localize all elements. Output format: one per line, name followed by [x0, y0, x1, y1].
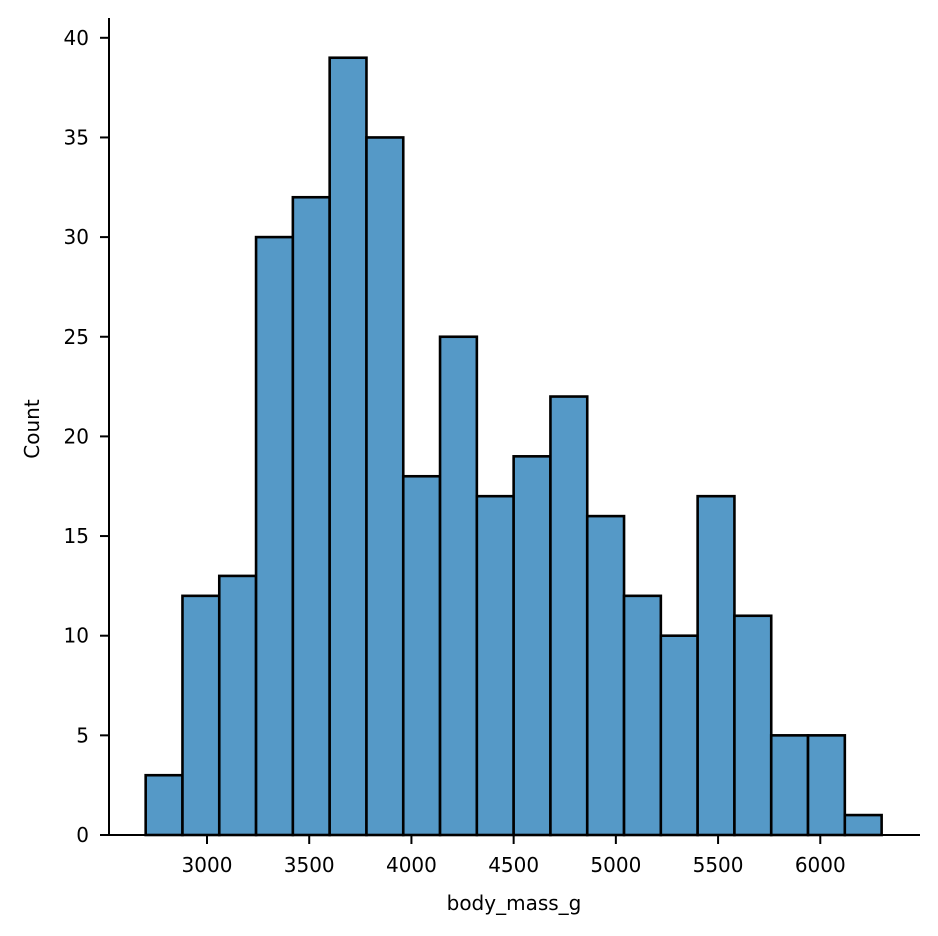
- x-axis-ticks: 3000 3500 4000 4500 5000 5500 6000: [182, 835, 846, 877]
- histogram-bar: [585, 514, 626, 837]
- histogram-bar: [438, 335, 479, 837]
- histogram-bar: [181, 594, 221, 837]
- histogram-bar: [475, 494, 515, 837]
- histogram-bar: [254, 235, 295, 837]
- histogram-bar: [622, 594, 663, 837]
- histogram-bar: [696, 494, 736, 837]
- y-tick-label: 35: [64, 125, 89, 149]
- x-tick-label: 3500: [284, 853, 335, 877]
- x-tick-label: 5500: [693, 853, 744, 877]
- y-tick-label: 30: [64, 225, 89, 249]
- histogram-bar: [843, 813, 883, 837]
- histogram-bar: [291, 195, 331, 837]
- y-tick-label: 5: [76, 723, 89, 747]
- x-tick-label: 3000: [182, 853, 233, 877]
- histogram-bar: [659, 634, 699, 837]
- y-tick-label: 40: [64, 26, 89, 50]
- histogram-bar: [217, 574, 258, 837]
- y-tick-label: 20: [64, 424, 89, 448]
- histogram-bar: [365, 136, 405, 837]
- histogram-bar: [549, 395, 589, 837]
- y-axis-label: Count: [20, 399, 44, 459]
- y-tick-label: 10: [64, 624, 89, 648]
- histogram-bar: [401, 474, 442, 837]
- y-axis-ticks: 0 5 10 15 20 25 30 35 40: [64, 26, 109, 847]
- x-tick-label: 4500: [488, 853, 539, 877]
- x-tick-label: 4000: [386, 853, 437, 877]
- y-tick-label: 15: [64, 524, 89, 548]
- histogram-bar: [512, 455, 552, 837]
- histogram-bars: [144, 56, 883, 837]
- y-tick-label: 0: [76, 823, 89, 847]
- histogram-bar: [328, 56, 368, 837]
- y-tick-label: 25: [64, 325, 89, 349]
- x-axis-label: body_mass_g: [447, 891, 582, 915]
- histogram-bar: [769, 734, 810, 837]
- histogram-bar: [806, 734, 847, 837]
- histogram-bar: [733, 614, 773, 837]
- x-tick-label: 5000: [590, 853, 641, 877]
- histogram-bar: [144, 773, 184, 837]
- x-tick-label: 6000: [795, 853, 846, 877]
